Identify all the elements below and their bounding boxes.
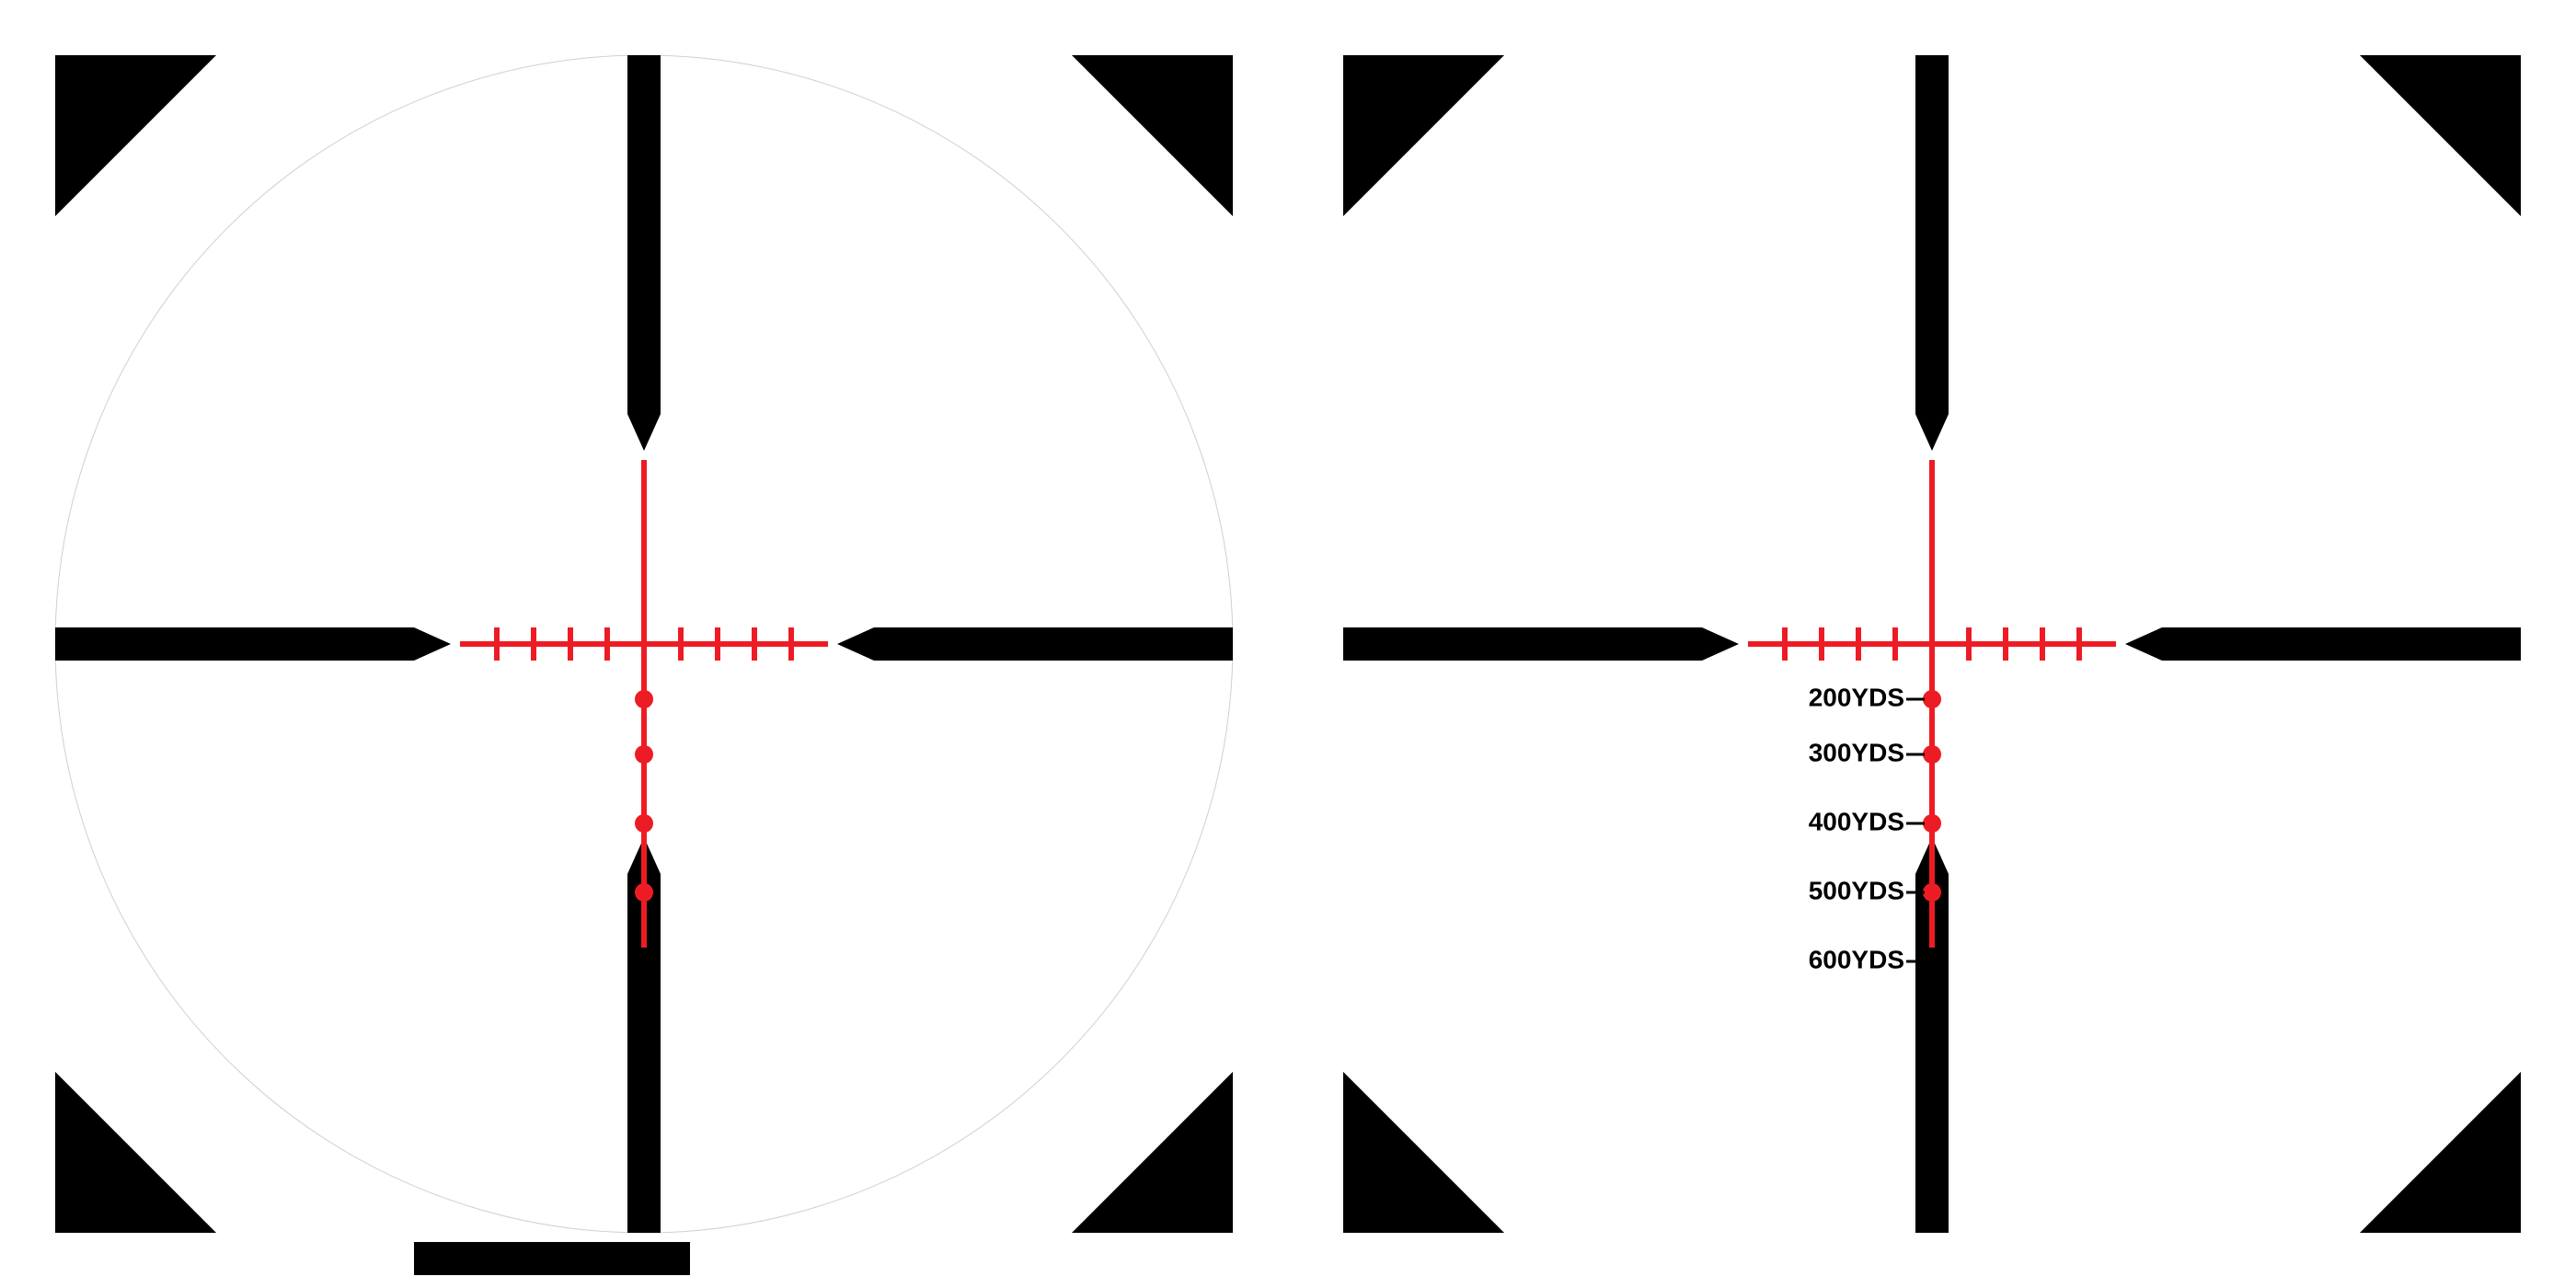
right-reticle-panel: 200YDS 300YDS 400YDS 500YDS 600YDS — [1288, 0, 2576, 1288]
left-reticle-svg — [0, 0, 1288, 1288]
svg-text:600YDS: 600YDS — [1809, 945, 1904, 973]
svg-text:500YDS: 500YDS — [1809, 876, 1904, 904]
reticle-comparison: 200YDS 300YDS 400YDS 500YDS 600YDS — [0, 0, 2576, 1288]
svg-text:300YDS: 300YDS — [1809, 738, 1904, 766]
left-reticle-panel — [0, 0, 1288, 1288]
svg-text:400YDS: 400YDS — [1809, 807, 1904, 835]
svg-text:200YDS: 200YDS — [1809, 683, 1904, 711]
right-reticle-svg: 200YDS 300YDS 400YDS 500YDS 600YDS — [1288, 0, 2576, 1288]
